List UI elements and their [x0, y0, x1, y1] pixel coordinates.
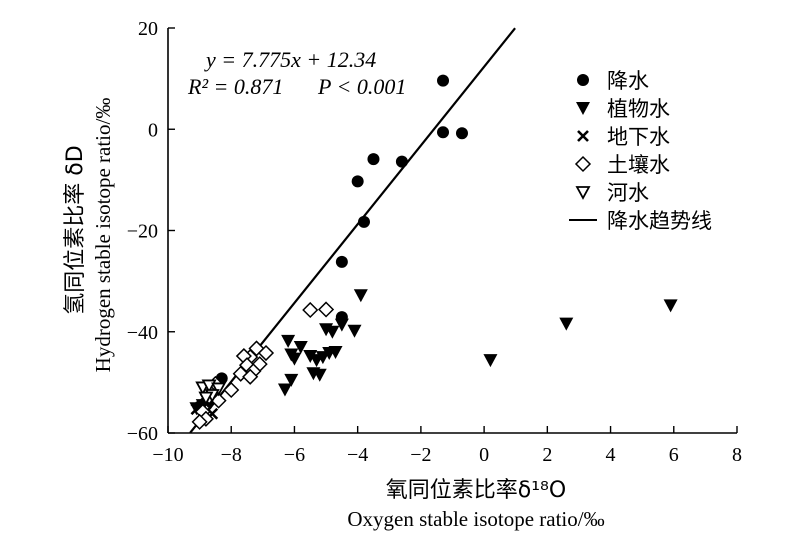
x-tick-label: 2 — [542, 444, 552, 466]
data-point — [312, 368, 327, 382]
data-point — [328, 346, 343, 359]
legend-label: 降水 — [607, 69, 649, 93]
data-point — [191, 413, 208, 430]
y-axis-label-en: Hydrogen stable isotope ratio/‰ — [91, 98, 115, 373]
data-point — [242, 368, 259, 385]
data-point — [395, 155, 408, 168]
r2-annotation: R² = 0.871 — [187, 74, 283, 99]
data-point — [559, 317, 574, 331]
data-point — [303, 350, 318, 364]
legend-label: 植物水 — [607, 97, 670, 121]
x-tick-label: −8 — [221, 444, 242, 466]
legend-label: 降水趋势线 — [607, 209, 712, 233]
data-point — [455, 127, 468, 140]
x-tick-label: 0 — [479, 444, 489, 466]
data-point — [483, 354, 498, 368]
y-tick-label: 20 — [138, 18, 158, 40]
y-tick-label: −60 — [127, 423, 158, 445]
data-point — [325, 325, 340, 339]
data-point — [198, 391, 214, 406]
data-point — [284, 373, 299, 387]
data-point — [293, 340, 308, 354]
data-point — [357, 215, 370, 228]
data-point — [437, 74, 450, 87]
y-axis-label-cn: 氢同位素比率 δD — [63, 145, 88, 314]
x-tick-label: −10 — [152, 444, 183, 466]
legend-marker — [574, 155, 592, 173]
x-axis-label-cn: 氧同位素比率δ¹⁸O — [386, 478, 566, 503]
data-point — [317, 301, 335, 318]
legend-marker — [577, 74, 589, 86]
y-tick-label: 0 — [148, 119, 158, 141]
legend-marker — [575, 186, 591, 200]
equation-annotation: y = 7.775x + 12.34 — [204, 47, 376, 72]
data-point — [334, 318, 349, 332]
data-point — [351, 175, 364, 188]
data-point — [663, 299, 678, 313]
y-tick-label: −40 — [127, 322, 158, 344]
x-tick-label: 8 — [732, 444, 742, 466]
legend-label: 土壤水 — [607, 153, 670, 177]
x-axis-label-en: Oxygen stable isotope ratio/‰ — [347, 507, 604, 531]
data-points — [189, 74, 678, 430]
data-point — [223, 381, 240, 399]
x-tick-label: −6 — [284, 444, 305, 466]
legend-marker — [577, 130, 589, 142]
data-point — [367, 153, 380, 166]
x-tick-label: 6 — [669, 444, 679, 466]
x-tick-label: −2 — [410, 444, 431, 466]
legend-marker — [576, 102, 590, 115]
legend-label: 地下水 — [607, 125, 670, 149]
x-tick-label: 4 — [606, 444, 616, 466]
x-tick-label: −4 — [347, 444, 368, 466]
data-point — [211, 382, 227, 397]
data-point — [277, 383, 292, 397]
data-point — [353, 289, 368, 303]
y-tick-label: −20 — [127, 221, 158, 243]
data-point — [287, 352, 302, 366]
data-point — [347, 324, 362, 338]
legend-label: 河水 — [607, 181, 649, 205]
data-point — [335, 255, 348, 268]
data-point — [437, 126, 450, 139]
data-point — [257, 344, 275, 362]
p-annotation: P < 0.001 — [317, 74, 406, 99]
data-point — [302, 301, 319, 319]
data-point — [281, 334, 296, 348]
